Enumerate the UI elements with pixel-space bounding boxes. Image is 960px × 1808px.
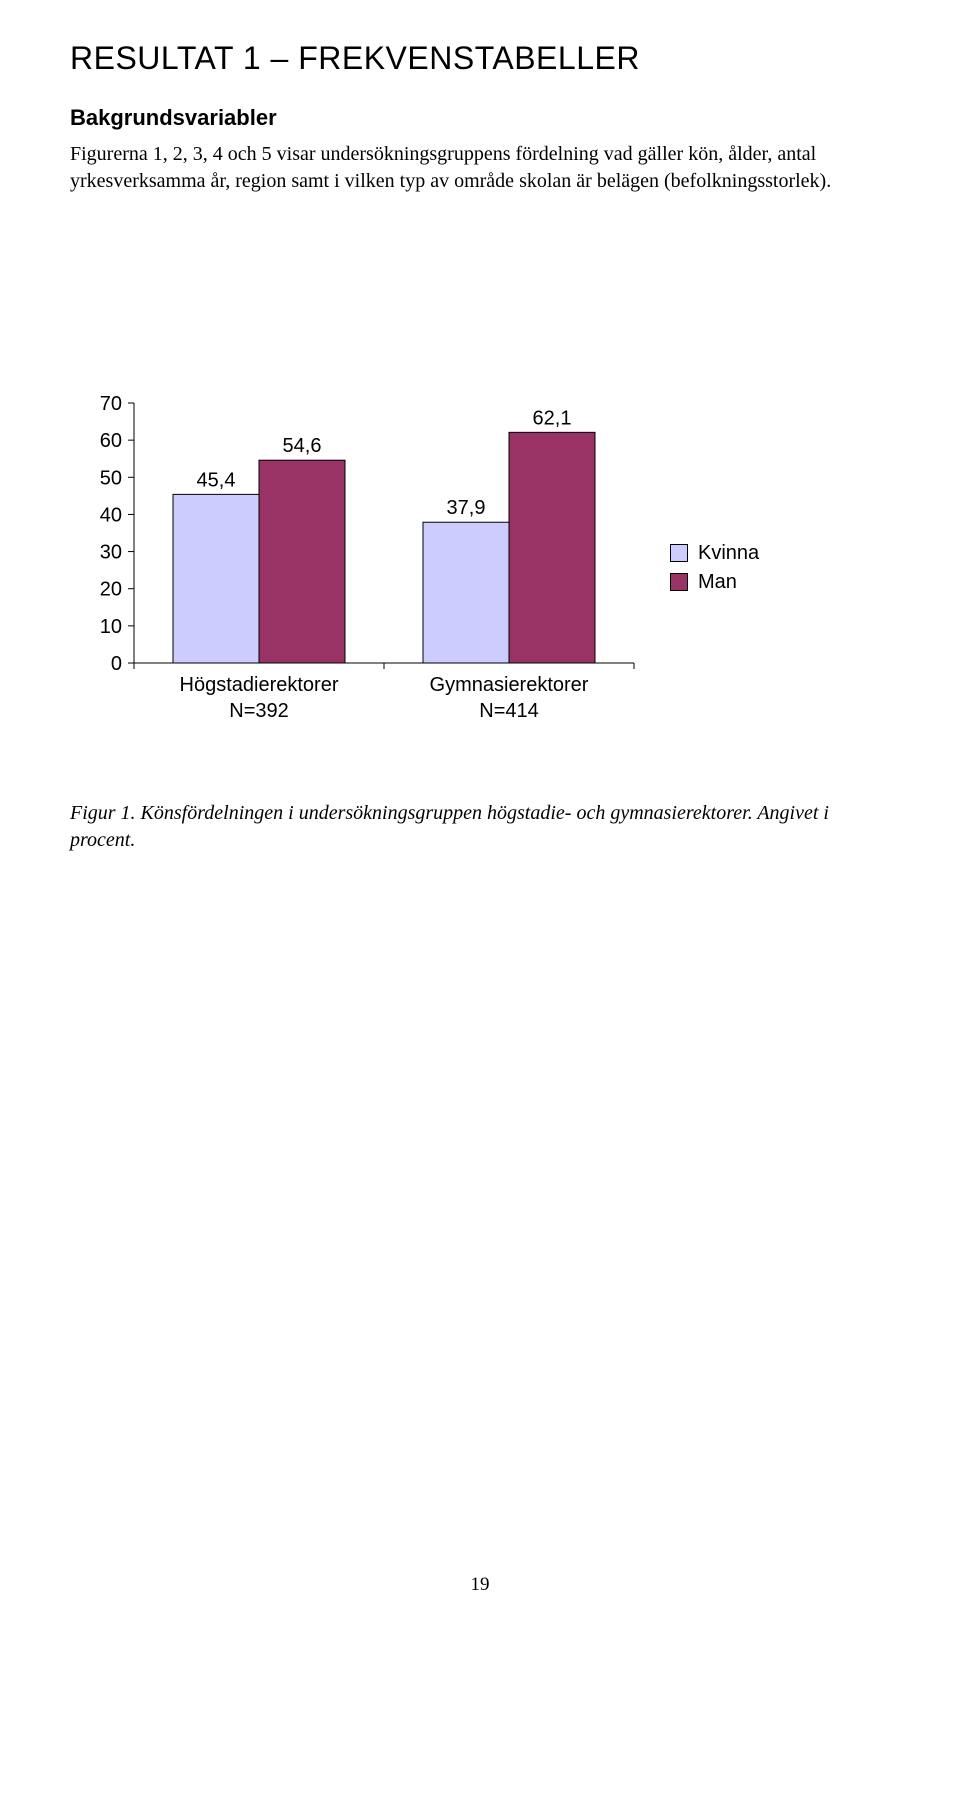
svg-text:45,4: 45,4 bbox=[197, 469, 236, 491]
svg-text:30: 30 bbox=[100, 542, 122, 564]
bar-chart-svg: 0 10 20 30 40 50 60 70 45,4 54,6 Högstadierektorer… bbox=[80, 375, 660, 760]
figure-caption: Figur 1. Könsfördelningen i undersökning… bbox=[70, 800, 890, 854]
svg-text:50: 50 bbox=[100, 467, 122, 489]
legend-label: Kvinna bbox=[698, 542, 759, 565]
svg-text:54,6: 54,6 bbox=[283, 435, 322, 457]
legend-label: Man bbox=[698, 571, 737, 594]
svg-text:N=392: N=392 bbox=[229, 700, 289, 722]
legend-swatch bbox=[670, 573, 688, 591]
svg-text:60: 60 bbox=[100, 430, 122, 452]
svg-text:70: 70 bbox=[100, 393, 122, 415]
page-number: 19 bbox=[70, 1574, 890, 1596]
svg-text:20: 20 bbox=[100, 579, 122, 601]
legend-item: Man bbox=[670, 571, 759, 594]
svg-text:0: 0 bbox=[111, 653, 122, 675]
svg-text:40: 40 bbox=[100, 504, 122, 526]
section-subheading: Bakgrundsvariabler bbox=[70, 105, 890, 131]
svg-text:37,9: 37,9 bbox=[447, 497, 486, 519]
page-heading: RESULTAT 1 – FREKVENSTABELLER bbox=[70, 40, 890, 77]
svg-text:10: 10 bbox=[100, 616, 122, 638]
svg-text:Högstadierektorer: Högstadierektorer bbox=[180, 674, 339, 696]
legend-item: Kvinna bbox=[670, 542, 759, 565]
svg-text:62,1: 62,1 bbox=[533, 407, 572, 429]
legend-swatch bbox=[670, 544, 688, 562]
chart-legend: Kvinna Man bbox=[670, 536, 759, 600]
svg-text:Gymnasierektorer: Gymnasierektorer bbox=[430, 674, 589, 696]
intro-paragraph: Figurerna 1, 2, 3, 4 och 5 visar undersö… bbox=[70, 141, 890, 195]
figure-1-chart: 0 10 20 30 40 50 60 70 45,4 54,6 Högstadierektorer… bbox=[80, 375, 890, 760]
svg-text:N=414: N=414 bbox=[479, 700, 539, 722]
